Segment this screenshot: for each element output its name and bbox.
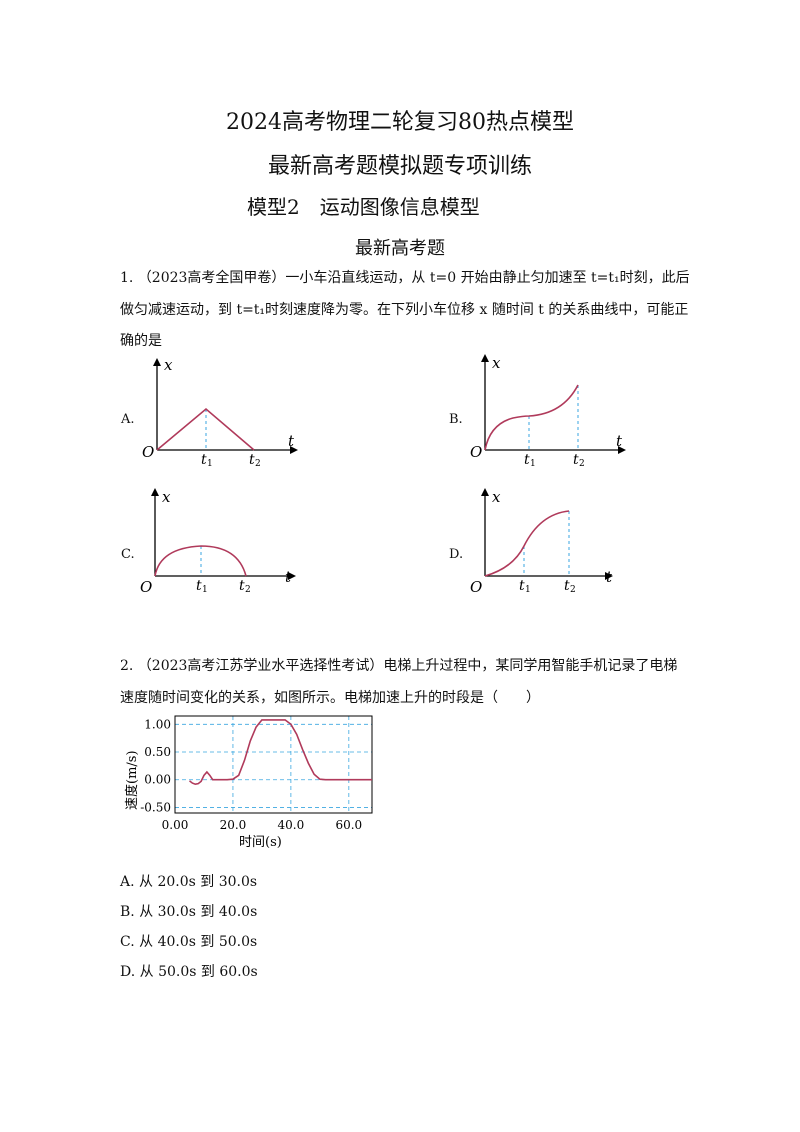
q1-option-c-label: C.: [121, 547, 135, 562]
doc-subtitle: 最新高考题模拟题专项训练: [267, 154, 532, 179]
x-axis-label: 时间(s): [239, 835, 282, 850]
q1-line1: 1. （2023高考全国甲卷）一小车沿直线运动，从 t=0 开始由静止匀加速至 …: [120, 270, 690, 286]
q2-choice-a: A. 从 20.0s 到 30.0s: [120, 874, 258, 890]
t1-label: t: [524, 452, 530, 467]
model-title: 模型2 运动图像信息模型: [247, 195, 480, 219]
origin-label: O: [142, 443, 154, 461]
doc-title: 2024高考物理二轮复习80热点模型: [226, 110, 574, 135]
y-tick-label: -0.50: [140, 800, 171, 814]
q1-graph-d: x t O t 1 t 2: [470, 488, 613, 596]
velocity-series-line: [189, 719, 372, 786]
q1-graph-c: x t O t 1 t 2: [140, 488, 296, 596]
curve: [156, 407, 255, 451]
y-axis-label: 速度(m/s): [124, 750, 140, 810]
t2-sub: 2: [579, 459, 585, 467]
t1-label: t: [201, 452, 207, 467]
t-axis-arrow: [288, 572, 296, 580]
y-tick-label: 1.00: [144, 717, 171, 731]
t1-label: t: [519, 578, 525, 594]
q1-option-d-label: D.: [449, 547, 464, 562]
q1-option-b-label: B.: [449, 412, 463, 427]
t1-sub: 1: [525, 585, 531, 595]
t-axis-arrow: [605, 572, 613, 580]
curve: [484, 510, 570, 577]
origin-label: O: [470, 443, 482, 461]
x-axis-arrow: [481, 488, 489, 496]
t2-sub: 2: [245, 585, 251, 595]
x-tick-label: 20.0: [220, 818, 247, 832]
section-title: 最新高考题: [355, 238, 445, 259]
plot-frame: [174, 715, 373, 814]
q1-graph-a: x t O t 1 t 2: [142, 356, 298, 467]
t2-label: t: [573, 452, 579, 467]
q2-choice-d: D. 从 50.0s 到 60.0s: [120, 964, 258, 980]
q1-graph-b: x t O t 1 t 2: [470, 354, 626, 467]
x-tick-label: 0.00: [162, 818, 189, 832]
x-tick-label: 40.0: [278, 818, 305, 832]
t1-sub: 1: [202, 585, 208, 595]
x-axis-arrow: [151, 488, 159, 496]
q1-line3: 确的是: [120, 333, 162, 349]
q2-line2: 速度随时间变化的关系，如图所示。电梯加速上升的时段是（ ）: [120, 690, 540, 706]
x-axis-label: x: [492, 488, 501, 506]
curve: [484, 384, 579, 451]
t2-label: t: [239, 578, 245, 594]
t2-sub: 2: [255, 459, 261, 467]
y-tick-label: 0.50: [144, 745, 171, 759]
q1-line2: 做匀减速运动，到 t=t₁时刻速度降为零。在下列小车位移 x 随时间 t 的关系…: [120, 302, 689, 318]
q2-line1: 2. （2023高考江苏学业水平选择性考试）电梯上升过程中，某同学用智能手机记录…: [120, 658, 678, 674]
q2-velocity-chart: 1.00 0.50 0.00 -0.50 0.00 20.0 40.0 60.0 时间(s)…: [124, 715, 373, 850]
t1-sub: 1: [530, 459, 536, 467]
t1-label: t: [196, 578, 202, 594]
t-axis-label: t: [616, 432, 623, 450]
t-axis-arrow: [618, 446, 626, 454]
origin-label: O: [470, 578, 482, 596]
x-axis-arrow: [153, 358, 161, 366]
q2-choice-b: B. 从 30.0s 到 40.0s: [120, 904, 258, 920]
x-tick-label: 60.0: [335, 818, 362, 832]
t-axis-label: t: [606, 568, 613, 586]
x-axis-label: x: [492, 354, 501, 372]
origin-label: O: [140, 578, 152, 596]
q2-choice-c: C. 从 40.0s 到 50.0s: [120, 934, 258, 950]
x-axis-label: x: [164, 356, 173, 374]
x-axis-label: x: [162, 488, 171, 506]
t-axis-arrow: [290, 446, 298, 454]
t-axis-label: t: [288, 432, 295, 450]
t2-sub: 2: [570, 585, 576, 595]
t2-label: t: [249, 452, 255, 467]
y-tick-label: 0.00: [144, 773, 171, 787]
curve: [154, 545, 247, 577]
t-axis-label: t: [285, 568, 292, 586]
x-axis-arrow: [481, 354, 489, 362]
t2-label: t: [564, 578, 570, 594]
t1-sub: 1: [207, 459, 213, 467]
q1-option-a-label: A.: [121, 412, 135, 427]
